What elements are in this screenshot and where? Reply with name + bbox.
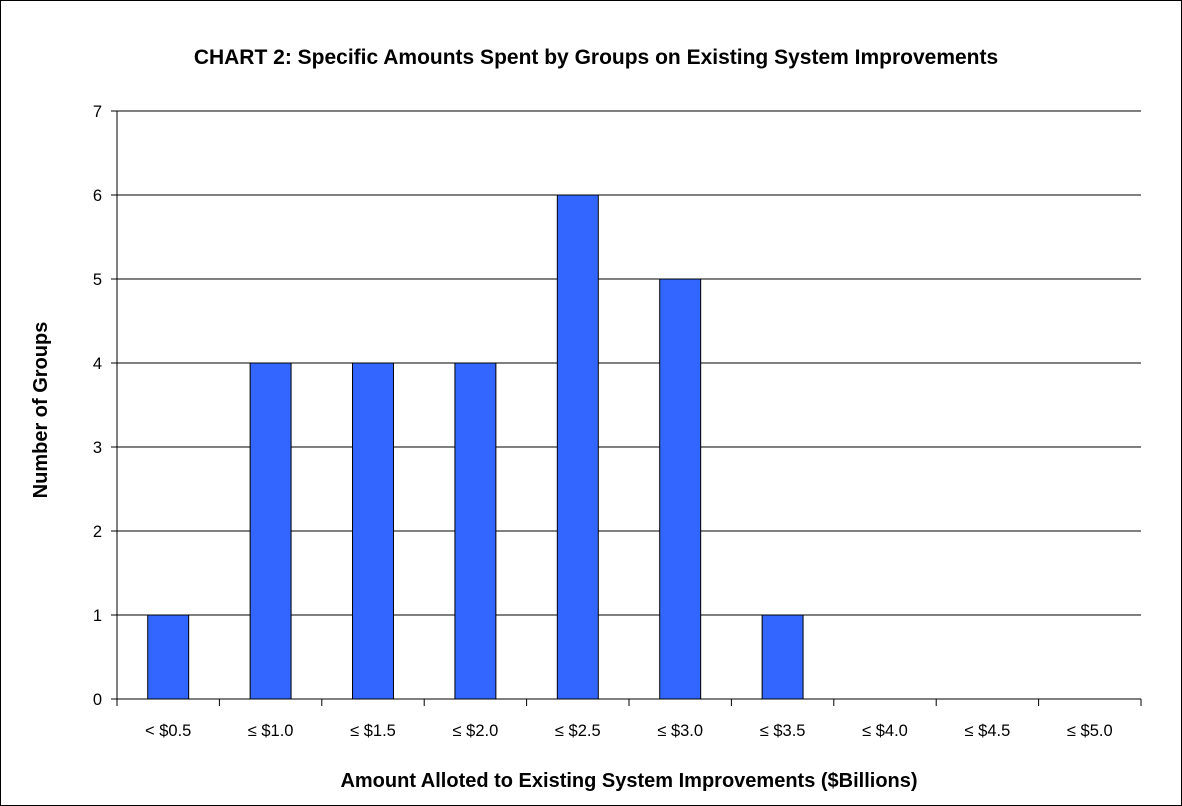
bar — [249, 362, 292, 700]
x-tick-label: ≤ $1.5 — [350, 722, 396, 740]
x-tick-label: ≤ $1.0 — [248, 722, 294, 740]
bar — [761, 614, 804, 700]
y-tick-labels: 0 1 2 3 4 5 6 7 — [93, 103, 102, 709]
x-axis-label: Amount Alloted to Existing System Improv… — [340, 770, 917, 792]
y-tick-label: 0 — [93, 691, 102, 709]
bar — [147, 614, 190, 700]
x-tick-label: ≤ $4.5 — [965, 722, 1011, 740]
axes — [111, 110, 1142, 706]
y-tick-label: 1 — [93, 607, 102, 625]
y-tick-label: 5 — [93, 271, 102, 289]
chart-title: CHART 2: Specific Amounts Spent by Group… — [194, 46, 998, 69]
bar — [659, 278, 702, 700]
bar — [352, 362, 394, 700]
x-tick-label: ≤ $4.0 — [862, 722, 908, 740]
y-axis-label: Number of Groups — [30, 322, 52, 499]
x-tick-label: ≤ $5.0 — [1067, 722, 1113, 740]
y-tick-label: 3 — [93, 439, 102, 457]
x-tick-label: ≤ $2.5 — [555, 722, 601, 740]
bar — [556, 194, 599, 700]
y-tick-label: 4 — [93, 355, 102, 373]
x-tick-label: ≤ $3.0 — [657, 722, 703, 740]
x-tick-label: < $0.5 — [145, 722, 191, 740]
y-tick-label: 7 — [93, 103, 102, 121]
bar — [454, 362, 497, 700]
y-tick-label: 2 — [93, 523, 102, 541]
x-tick-label: ≤ $3.5 — [760, 722, 806, 740]
x-tick-labels: < $0.5 ≤ $1.0 ≤ $1.5 ≤ $2.0 ≤ $2.5 ≤ $3.0 ≤ $3… — [145, 722, 1113, 740]
bars — [147, 194, 804, 700]
x-tick-label: ≤ $2.0 — [453, 722, 499, 740]
y-tick-label: 6 — [93, 187, 102, 205]
